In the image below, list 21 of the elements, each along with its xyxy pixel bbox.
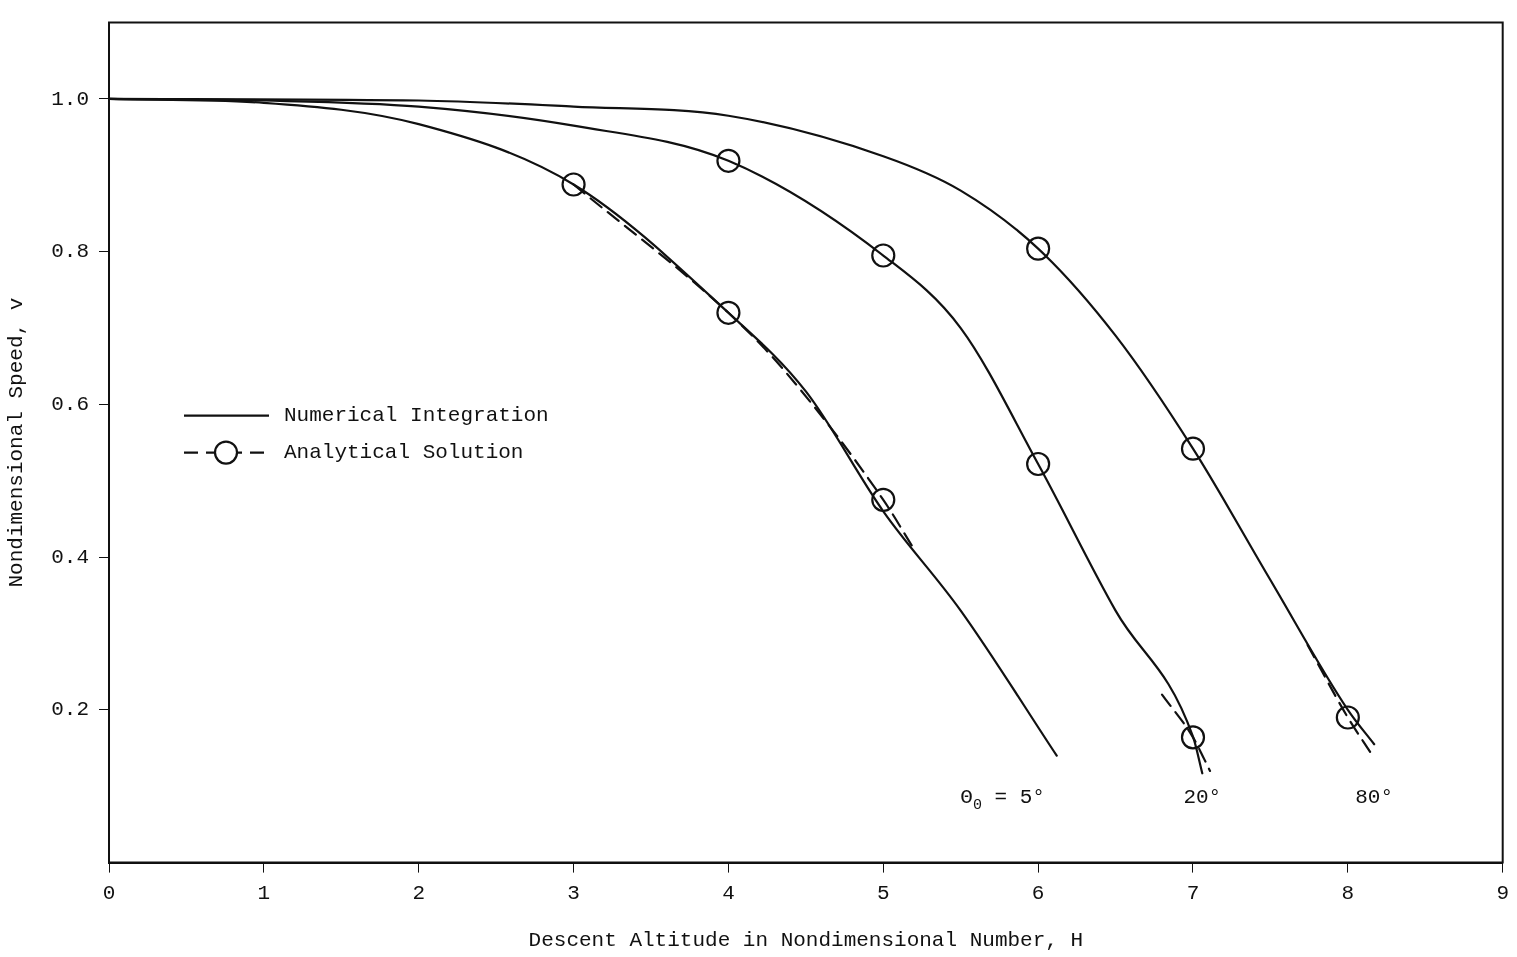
x-tick-label: 6 <box>1031 881 1045 905</box>
x-tick-label: 8 <box>1341 881 1355 905</box>
x-axis-title: Descent Altitude in Nondimensional Number, H <box>528 928 1084 952</box>
y-tick-label: 1.0 <box>51 87 90 111</box>
y-axis-title: Nondimensional Speed, v <box>5 297 29 588</box>
y-tick-label: 0.4 <box>51 545 90 569</box>
annotation: 80° <box>1355 786 1394 810</box>
x-tick-label: 7 <box>1186 881 1200 905</box>
x-tick-label: 2 <box>412 881 426 905</box>
x-tick-label: 3 <box>567 881 580 905</box>
x-tick-label: 4 <box>722 881 735 905</box>
legend-label: Analytical Solution <box>284 441 524 465</box>
x-tick-label: 1 <box>257 881 271 905</box>
x-tick-label: 5 <box>876 881 890 905</box>
legend-label: Numerical Integration <box>284 404 549 428</box>
y-tick-label: 0.6 <box>51 392 90 416</box>
annotation: 20° <box>1183 786 1222 810</box>
y-tick-label: 0.2 <box>51 698 90 722</box>
x-tick-label: 0 <box>102 881 116 905</box>
x-tick-label: 9 <box>1496 881 1509 905</box>
y-tick-label: 0.8 <box>51 240 90 264</box>
